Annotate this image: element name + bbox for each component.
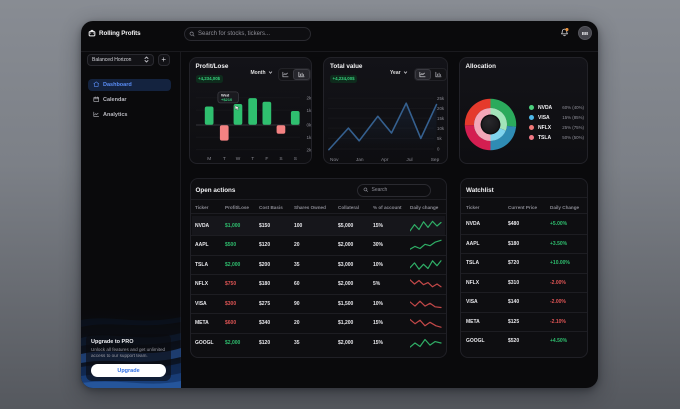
svg-text:Sep: Sep bbox=[431, 157, 440, 163]
svg-text:W: W bbox=[235, 156, 240, 162]
svg-text:Wed: Wed bbox=[221, 92, 230, 97]
svg-text:20k: 20k bbox=[437, 106, 445, 111]
svg-text:2k: 2k bbox=[306, 147, 312, 152]
svg-text:Jan: Jan bbox=[356, 157, 364, 163]
svg-text:Nov: Nov bbox=[330, 157, 339, 163]
svg-text:0: 0 bbox=[437, 147, 440, 152]
svg-text:S: S bbox=[293, 156, 296, 162]
svg-text:M: M bbox=[207, 156, 211, 162]
svg-text:S: S bbox=[279, 156, 282, 162]
svg-text:F: F bbox=[265, 156, 268, 162]
svg-text:1k: 1k bbox=[306, 135, 312, 140]
svg-text:25k: 25k bbox=[437, 96, 445, 101]
svg-text:1k: 1k bbox=[306, 108, 312, 113]
svg-text:Apr: Apr bbox=[381, 157, 389, 163]
svg-text:T: T bbox=[251, 156, 254, 162]
svg-text:5k: 5k bbox=[437, 136, 442, 141]
svg-text:T: T bbox=[222, 156, 225, 162]
svg-text:15k: 15k bbox=[437, 116, 445, 121]
svg-text:0k: 0k bbox=[306, 123, 312, 128]
svg-text:10k: 10k bbox=[437, 126, 445, 131]
svg-text:Jul: Jul bbox=[406, 157, 412, 163]
svg-text:+$210: +$210 bbox=[221, 97, 233, 102]
svg-text:2k: 2k bbox=[306, 95, 312, 100]
